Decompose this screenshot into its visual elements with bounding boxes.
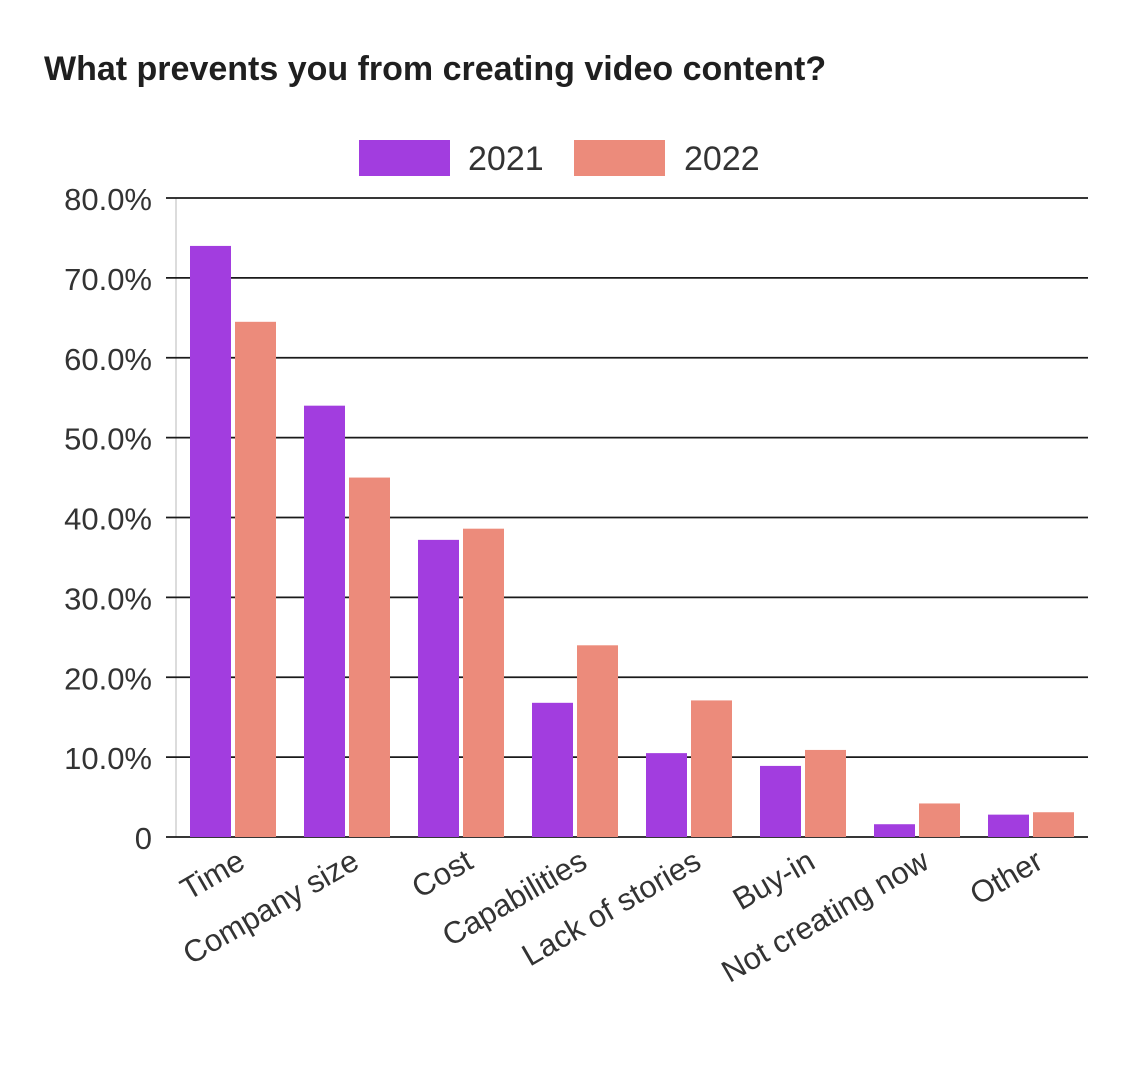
y-tick-label: 50.0% — [64, 422, 152, 457]
legend-label: 2022 — [684, 140, 760, 178]
bar-2021-0 — [190, 245, 231, 838]
x-tick-label: Other — [964, 843, 1049, 912]
y-tick-label: 70.0% — [64, 262, 152, 297]
bar-2022-6 — [919, 803, 960, 837]
y-tick-label: 30.0% — [64, 581, 152, 616]
bar-2021-5 — [760, 765, 801, 837]
bar-2022-3 — [577, 645, 618, 837]
bar-2021-1 — [304, 405, 345, 837]
bar-2022-4 — [691, 700, 732, 837]
bar-2022-0 — [235, 321, 276, 837]
bar-2022-1 — [349, 477, 390, 837]
y-tick-label: 0 — [135, 821, 152, 856]
chart-title: What prevents you from creating video co… — [44, 50, 827, 88]
legend-swatch-2022 — [574, 140, 665, 176]
legend-label: 2021 — [468, 140, 544, 178]
bar-2021-6 — [874, 824, 915, 837]
bar-2021-2 — [418, 539, 459, 837]
bar-2021-3 — [532, 702, 573, 837]
x-tick-label: Cost — [406, 843, 479, 905]
y-tick-label: 10.0% — [64, 741, 152, 776]
bar-2021-4 — [646, 753, 687, 837]
y-tick-label: 40.0% — [64, 502, 152, 537]
y-tick-label: 20.0% — [64, 661, 152, 696]
legend: 2021 2022 — [359, 140, 760, 178]
bar-2021-7 — [988, 814, 1029, 837]
bar-2022-7 — [1033, 812, 1074, 837]
bar-2022-2 — [463, 528, 504, 837]
y-tick-label: 60.0% — [64, 342, 152, 377]
bars — [190, 245, 1074, 838]
x-tick-label: Time — [174, 843, 250, 907]
legend-swatch-2021 — [359, 140, 450, 176]
y-tick-label: 80.0% — [64, 182, 152, 217]
bar-2022-5 — [805, 749, 846, 837]
x-tick-label: Not creating now — [716, 842, 935, 989]
y-axis-tick-labels: 0 10.0% 20.0% 30.0% 40.0% 50.0% 60.0% 70.0% 80.0… — [64, 182, 152, 856]
